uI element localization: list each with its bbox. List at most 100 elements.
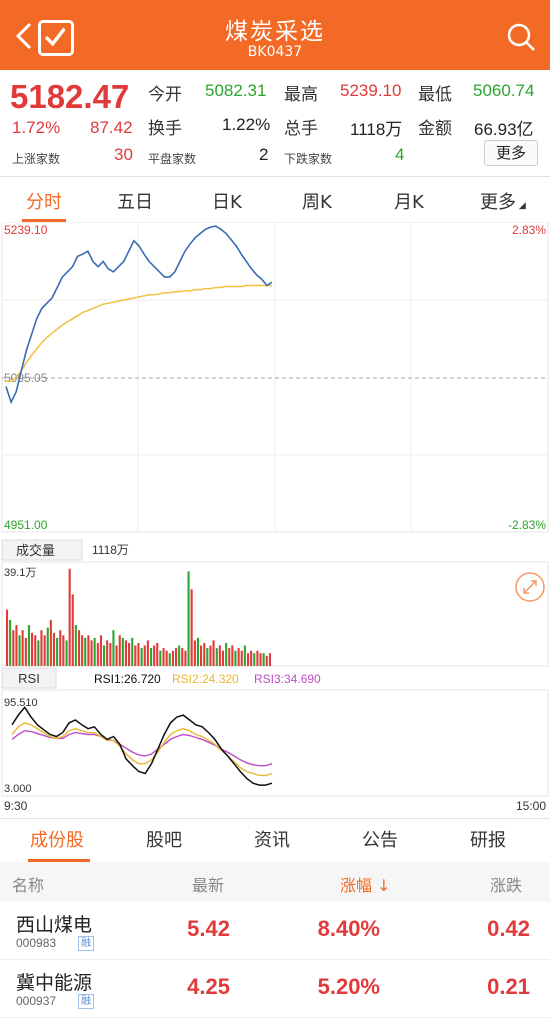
avg-price-line (6, 284, 272, 383)
time-start-label: 9:30 (4, 799, 28, 813)
volume-bar (221, 650, 224, 666)
volume-bar (215, 648, 218, 666)
volume-bar (218, 645, 221, 666)
volume-bar (256, 650, 259, 666)
change-value: 0.42 (487, 916, 530, 941)
volume-bar (206, 648, 209, 666)
intraday-chart[interactable]: 5239.10 5095.05 4951.00 2.83% -2.83% 成交量… (0, 222, 550, 818)
volume-bar (112, 630, 115, 666)
pct-low-label: -2.83% (508, 518, 546, 532)
flat-count-label: 平盘家数 (148, 152, 197, 166)
volume-bar (187, 571, 190, 666)
latest-price: 5.42 (187, 916, 230, 941)
volume-label: 总手 (284, 119, 318, 139)
stock-name: 西山煤电 (16, 914, 93, 936)
price-mid-label: 5095.05 (4, 371, 48, 385)
volume-bar (87, 635, 90, 666)
volume-bar (203, 643, 206, 666)
search-icon[interactable] (506, 22, 536, 52)
tab-more[interactable]: 更多 ◢ (480, 188, 526, 214)
volume-bar (40, 630, 43, 666)
volume-bar (159, 650, 162, 666)
expand-icon[interactable] (515, 572, 545, 602)
rsi1-line (11, 706, 273, 786)
volume-bar (140, 648, 143, 666)
table-row[interactable]: 西山煤电 000983 融 5.42 8.40% 0.42 (0, 902, 550, 960)
turnover-value: 1.22% (222, 115, 271, 134)
volume-bar (150, 648, 153, 666)
volume-bar (250, 650, 253, 666)
volume-bar (6, 609, 9, 666)
volume-bar (134, 645, 137, 666)
change-pct: 8.40% (317, 916, 380, 941)
stock-name: 冀中能源 (16, 972, 93, 994)
volume-bar (96, 643, 99, 666)
turnover-label: 换手 (148, 119, 182, 139)
volume-value: 1118万 (350, 120, 403, 139)
volume-bar (78, 630, 81, 666)
page-title: 煤炭采选 (225, 19, 325, 45)
section-tabs: 成份股 股吧 资讯 公告 研报 (0, 818, 550, 862)
volume-bar (137, 643, 140, 666)
volume-bar (253, 653, 256, 666)
volume-bar (27, 625, 30, 666)
volume-bar (171, 650, 174, 666)
volume-bar (262, 653, 265, 666)
tab-monthly-k[interactable]: 月K (394, 192, 424, 213)
volume-bar (200, 645, 203, 666)
down-count: 4 (395, 145, 405, 164)
volume-max-label: 39.1万 (4, 567, 36, 579)
tab-forum[interactable]: 股吧 (146, 830, 182, 851)
tab-five-day[interactable]: 五日 (117, 192, 153, 213)
change-value: 87.42 (90, 118, 133, 137)
volume-bar (31, 632, 34, 666)
volume-bar (84, 637, 87, 666)
period-tabs: 分时 五日 日K 周K 月K 更多 ◢ (0, 178, 550, 222)
volume-bar (228, 648, 231, 666)
col-latest[interactable]: 最新 (192, 876, 225, 895)
tab-intraday[interactable]: 分时 (26, 192, 62, 213)
tab-research[interactable]: 研报 (470, 830, 506, 851)
change-value: 0.21 (487, 974, 530, 999)
rsi-label-box (1, 667, 57, 689)
volume-bar (59, 630, 62, 666)
volume-bar (34, 635, 37, 666)
volume-bar (243, 645, 246, 666)
volume-bar (90, 640, 93, 666)
volume-bar (52, 632, 55, 666)
rsi-title: RSI (18, 671, 40, 686)
volume-bar (156, 643, 159, 666)
volume-bar (118, 635, 121, 666)
volume-title: 成交量 (16, 543, 55, 558)
tab-more-label: 更多 (480, 192, 516, 213)
tab-news[interactable]: 资讯 (254, 830, 290, 851)
low-value: 5060.74 (473, 81, 535, 100)
time-end-label: 15:00 (516, 799, 546, 813)
price-lines (5, 225, 273, 405)
top-bar: 煤炭采选 BK0437 (0, 0, 550, 70)
tab-announcements[interactable]: 公告 (362, 830, 398, 851)
volume-bar (231, 645, 234, 666)
down-count-label: 下跌家数 (284, 152, 333, 166)
chevron-left-icon[interactable] (8, 16, 38, 56)
table-row[interactable]: 冀中能源 000937 融 4.25 5.20% 0.21 (0, 960, 550, 1018)
tab-daily-k[interactable]: 日K (212, 192, 242, 213)
volume-bar (175, 648, 178, 666)
volume-bar (18, 635, 21, 666)
sector-code: BK0437 (247, 44, 303, 60)
open-value: 5082.31 (205, 81, 267, 100)
more-button[interactable]: 更多 (484, 140, 538, 166)
volume-bar (247, 653, 250, 666)
volume-bar (24, 637, 27, 666)
col-change-pct[interactable]: 涨幅 ↓ (340, 876, 391, 895)
tab-constituents[interactable]: 成份股 (30, 830, 84, 851)
tab-weekly-k[interactable]: 周K (302, 192, 332, 213)
volume-bar (62, 635, 65, 666)
checkbox-checked-icon[interactable] (38, 20, 74, 56)
col-name[interactable]: 名称 (12, 876, 45, 895)
volume-bar (93, 637, 96, 666)
margin-badge: 融 (78, 994, 94, 1009)
volume-panel-frame (1, 561, 549, 667)
volume-bar (193, 640, 196, 666)
col-change[interactable]: 涨跌 (490, 876, 523, 895)
